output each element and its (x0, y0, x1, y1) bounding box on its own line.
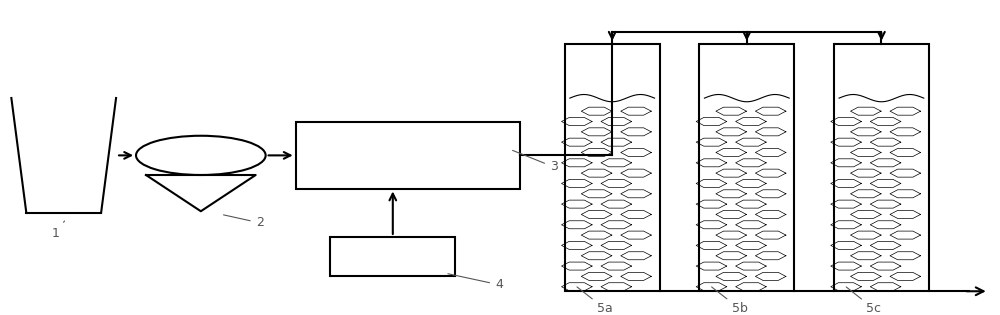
Text: 1: 1 (51, 221, 65, 240)
Text: 3: 3 (513, 150, 558, 174)
Text: 5a: 5a (577, 287, 613, 315)
Bar (699, 44, 794, 291)
Text: 2: 2 (223, 215, 264, 229)
Bar (565, 44, 660, 291)
Bar (296, 122, 520, 189)
Text: 5c: 5c (846, 287, 881, 315)
Text: 4: 4 (448, 274, 503, 291)
Text: 5b: 5b (712, 287, 748, 315)
Bar (834, 44, 929, 291)
Bar (330, 237, 455, 276)
